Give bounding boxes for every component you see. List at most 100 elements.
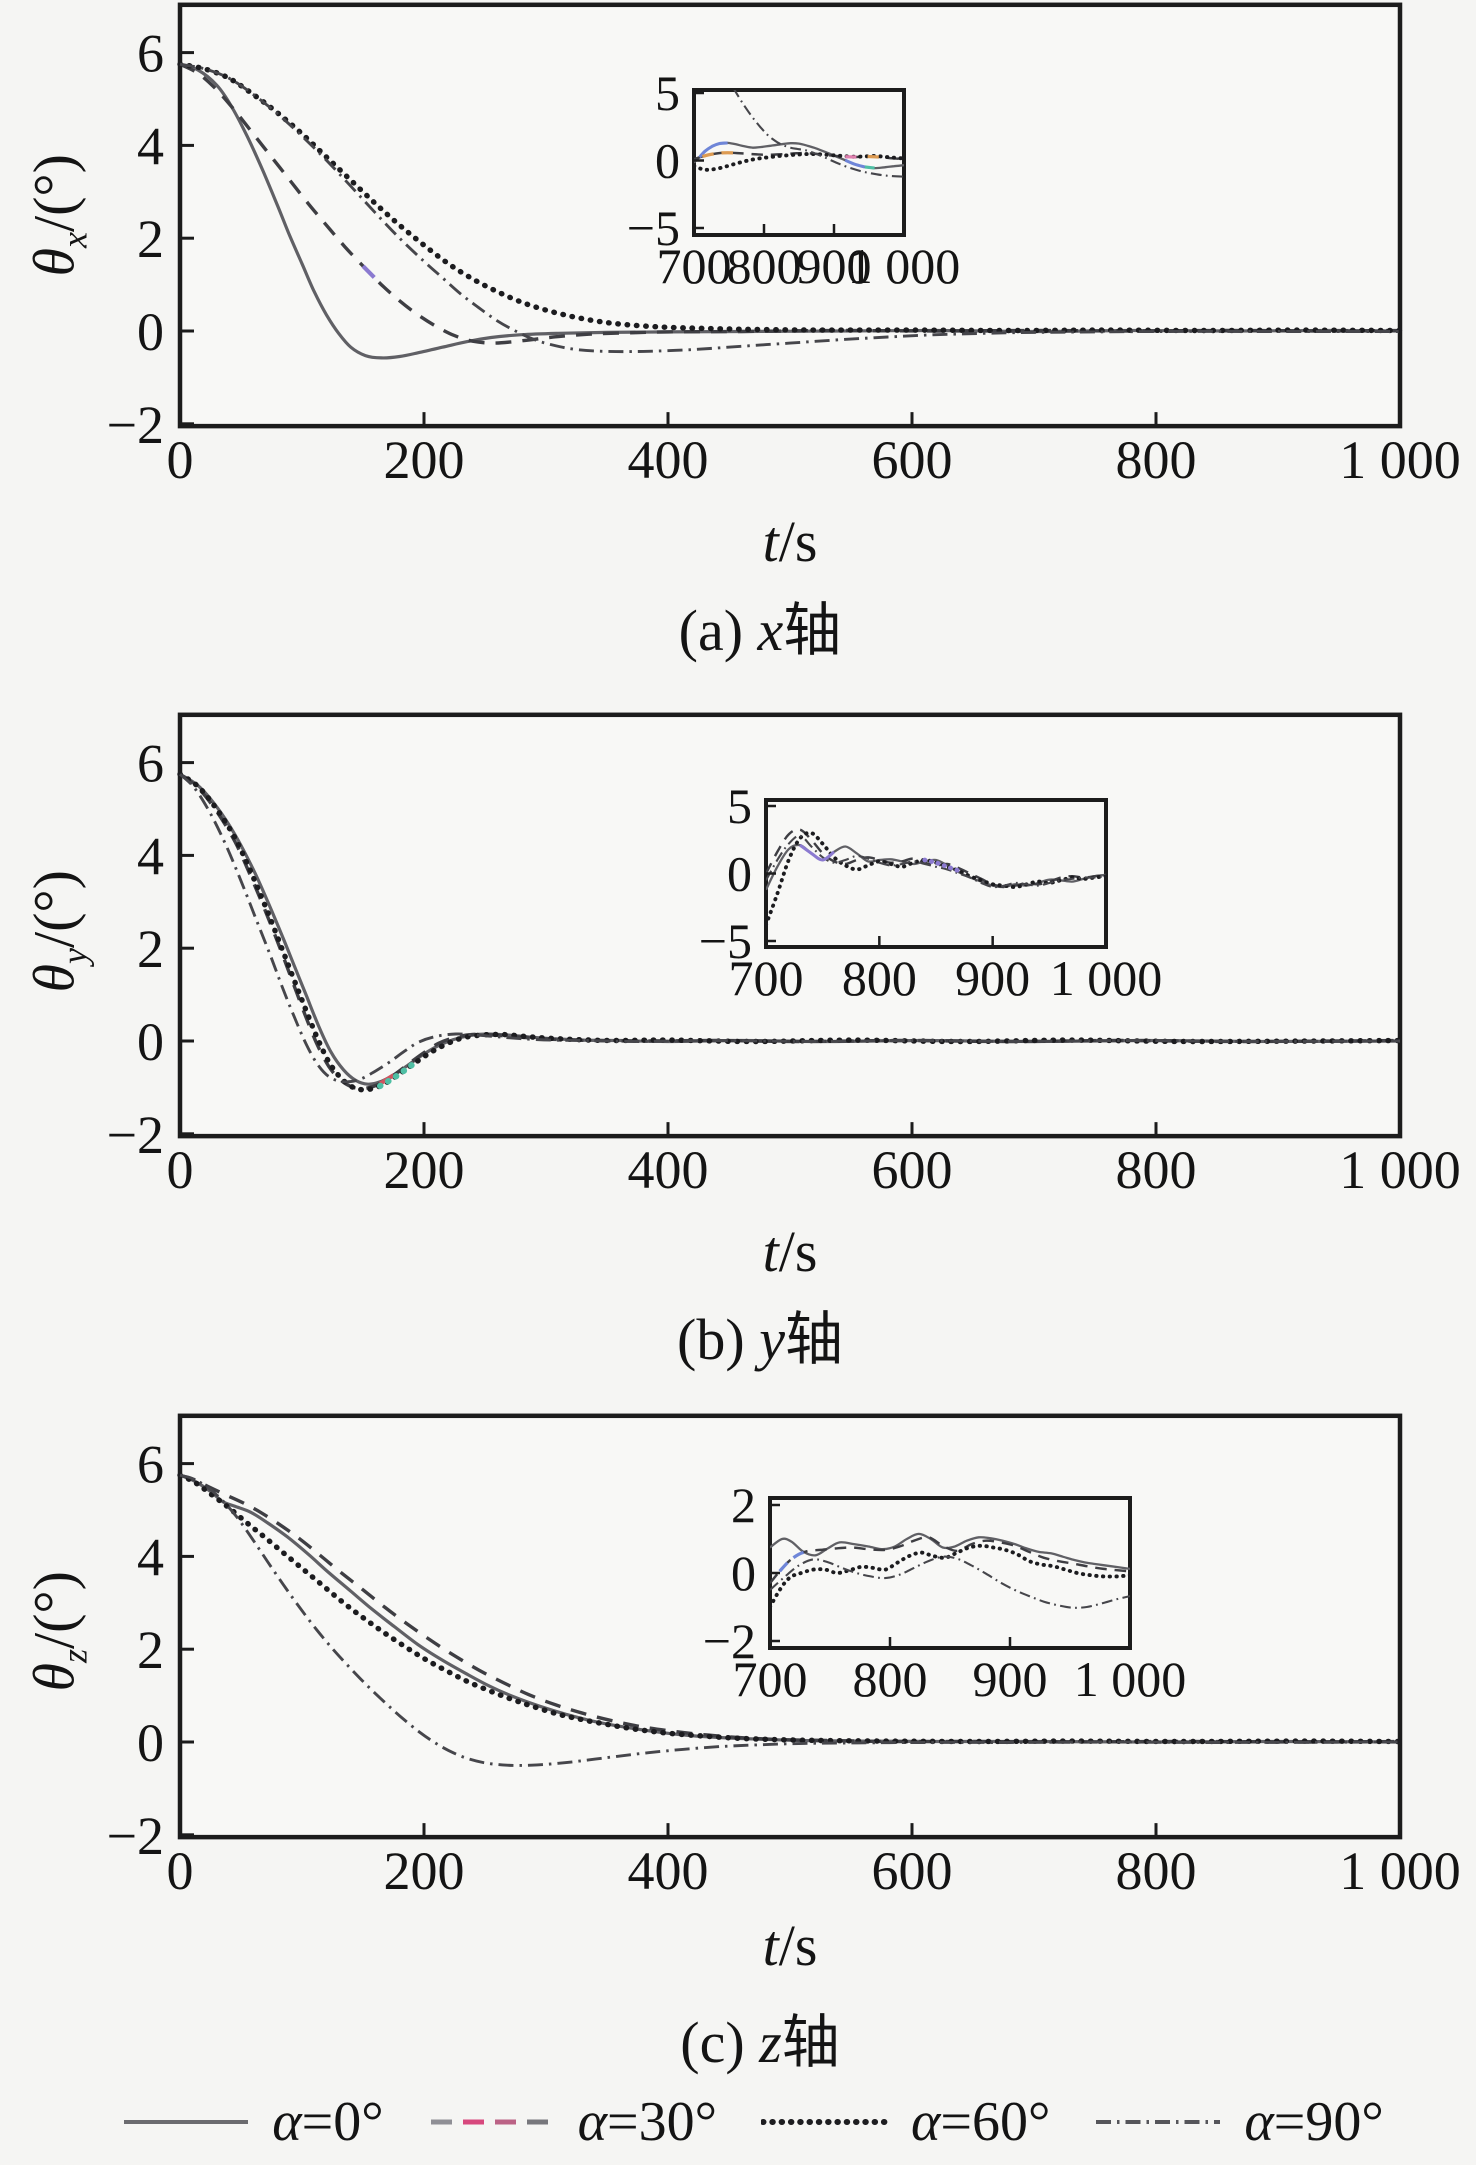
legend-label: α=0°	[272, 2090, 383, 2154]
curve-dashed	[867, 154, 879, 159]
caption-axis-letter: z	[759, 2010, 782, 2075]
x-tick-label: 800	[1116, 1140, 1197, 1200]
inset-c: 700 800 900 1 000 2 0 −2	[703, 1477, 1186, 1707]
legend-label: α=60°	[911, 2090, 1050, 2154]
curve-solid	[799, 843, 835, 862]
xaxis-title-rest: /s	[778, 1219, 818, 1284]
theta-unit: /(°)	[21, 1571, 87, 1650]
caption-axis-letter: y	[759, 1307, 785, 1372]
inset-x-tick-label: 700	[657, 238, 732, 294]
x-tick-label: 200	[384, 1140, 465, 1200]
inset-frame	[692, 88, 906, 237]
inset-x-tick-label: 900	[797, 238, 872, 294]
y-tick-label: −2	[107, 1806, 164, 1866]
inset-x-tick-label: 1 000	[1050, 950, 1163, 1006]
caption-prefix: (c)	[680, 2010, 760, 2075]
alpha-symbol: α	[577, 2091, 608, 2153]
y-tick-label: 0	[137, 1012, 164, 1072]
x-tick-label: 200	[384, 430, 465, 490]
curve-dotted	[922, 857, 962, 874]
theta-subscript: z	[54, 1649, 95, 1664]
caption-prefix: (b)	[677, 1307, 760, 1372]
theta-symbol: θ	[21, 964, 87, 993]
curve-dashed	[770, 1535, 1130, 1584]
legend-item-alpha-0: α=0°	[122, 2090, 384, 2154]
curve-solid	[844, 158, 866, 169]
legend-label-rest: =90°	[1273, 2091, 1384, 2153]
inset-y-tick-label: 0	[731, 1545, 756, 1601]
inset-x-tick-label: 700	[733, 1651, 808, 1707]
legend-item-alpha-30: α=30°	[428, 2090, 717, 2154]
x-tick-label: 400	[628, 430, 709, 490]
x-tick-label: 800	[1116, 1841, 1197, 1901]
inset-curves	[770, 1532, 1130, 1609]
legend-label-rest: =0°	[301, 2091, 384, 2153]
inset-b: 700 800 900 1 000 5 0 −5	[699, 778, 1162, 1006]
y-tick-label: 4	[137, 116, 164, 176]
y-tick-label: 6	[137, 24, 164, 84]
inset-x-tick-label: 800	[853, 1651, 928, 1707]
inset-y-tick-label: 2	[731, 1477, 756, 1533]
xaxis-title-a: t/s	[0, 508, 1476, 575]
x-tick-label: 600	[872, 430, 953, 490]
caption-suffix: 轴	[784, 1307, 843, 1372]
curve-solid	[179, 62, 1401, 360]
curve-dotted	[177, 771, 1403, 1093]
x-tick-label: 400	[628, 1140, 709, 1200]
inset-x-tick-label: 800	[842, 950, 917, 1006]
caption-prefix: (a)	[678, 598, 758, 663]
curve-solid	[698, 141, 728, 159]
legend-label-rest: =60°	[940, 2091, 1051, 2153]
x-tick-label: 800	[1116, 430, 1197, 490]
curve-dashdot	[179, 62, 1400, 354]
y-tick-label: 4	[137, 1527, 164, 1587]
caption-suffix: 轴	[783, 598, 842, 663]
inset-x-tick-label: 800	[727, 238, 802, 294]
legend-label-rest: =30°	[607, 2091, 717, 2153]
curve-dashdot	[770, 1555, 1130, 1609]
theta-symbol: θ	[21, 248, 87, 277]
x-tick-label: 200	[384, 1841, 465, 1901]
legend-line-sample-dotted	[761, 2119, 889, 2125]
y-tick-label: 2	[137, 1620, 164, 1680]
legend-item-alpha-90: α=90°	[1094, 2090, 1384, 2154]
theta-subscript: x	[54, 232, 95, 249]
xaxis-title-b: t/s	[0, 1218, 1476, 1285]
y-tick-label: −2	[107, 1105, 164, 1165]
curve-dashed	[361, 264, 383, 287]
theta-subscript: y	[54, 948, 95, 965]
curve-dashed	[702, 151, 738, 159]
xaxis-title-italic: t	[762, 509, 779, 574]
x-tick-label: 400	[628, 1841, 709, 1901]
curve-dotted	[376, 1062, 415, 1090]
y-tick-label: 2	[137, 209, 164, 269]
x-tick-label: 1 000	[1339, 430, 1461, 490]
curve-dashdot	[179, 1473, 1401, 1767]
alpha-symbol: α	[911, 2091, 941, 2153]
y-tick-label: 0	[137, 302, 164, 362]
inset-y-tick-label: 5	[655, 65, 680, 121]
x-tick-label: 600	[872, 1140, 953, 1200]
inset-curves	[694, 90, 904, 178]
inset-y-tick-label: 0	[727, 846, 752, 902]
theta-unit: /(°)	[21, 870, 87, 949]
xaxis-title-c: t/s	[0, 1912, 1476, 1979]
curve-dashed	[179, 62, 1401, 345]
y-tick-label: 2	[137, 919, 164, 979]
inset-y-tick-label: 0	[655, 133, 680, 189]
caption-a: (a) x轴	[0, 583, 1476, 667]
inset-x-tick-label: 1 000	[848, 238, 961, 294]
x-tick-label: 1 000	[1339, 1841, 1461, 1901]
x-tick-label: 600	[872, 1841, 953, 1901]
xaxis-title-italic: t	[762, 1913, 779, 1978]
inset-y-tick-label: −2	[703, 1613, 756, 1669]
inset-x-tick-label: 700	[729, 950, 804, 1006]
inset-y-tick-label: 5	[727, 778, 752, 834]
y-tick-label: 6	[137, 734, 164, 794]
x-tick-label: 0	[167, 430, 194, 490]
x-tick-label: 0	[167, 1140, 194, 1200]
